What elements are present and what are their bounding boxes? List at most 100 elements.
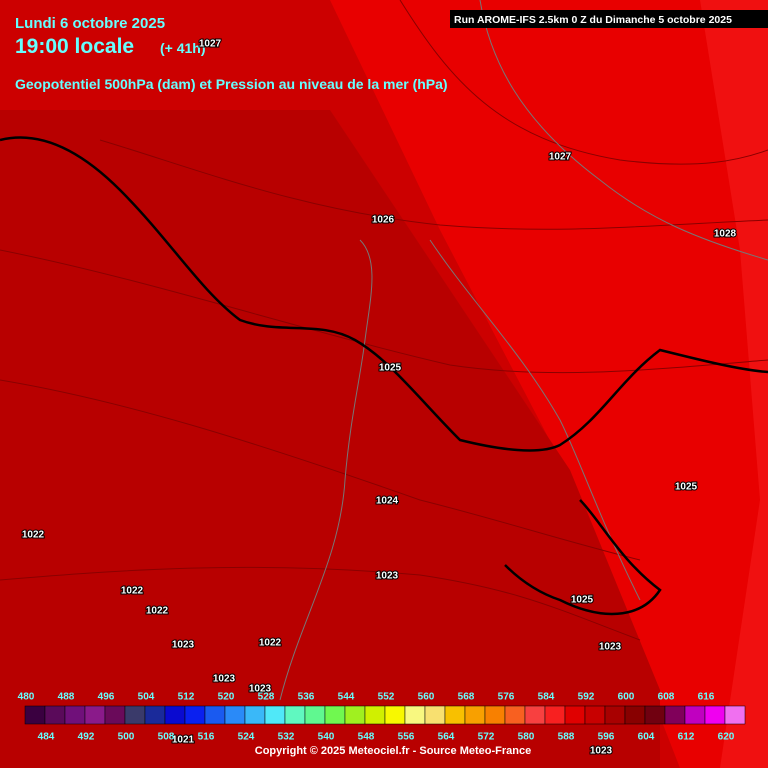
isobar-label: 1023 [249,684,272,695]
isobar-label: 1023 [599,642,622,653]
scale-label: 584 [538,692,555,703]
scale-swatch [444,705,466,725]
scale-swatch [584,705,606,725]
isobar-label: 1022 [121,586,144,597]
scale-swatch [204,705,226,725]
scale-label: 520 [218,692,235,703]
scale-swatch [364,705,386,725]
run-info: Run AROME-IFS 2.5km 0 Z du Dimanche 5 oc… [454,14,732,26]
isobar-label: 1025 [379,363,402,374]
coast [279,239,373,701]
isobar [399,0,768,165]
isobar [0,566,641,641]
scale-swatch [624,705,646,725]
scale-swatch [104,705,126,725]
scale-swatch [604,705,626,725]
band-588 [700,0,768,768]
scale-label: 580 [518,732,535,743]
lead-time: (+ 41h) [160,40,206,56]
scale-label: 532 [278,732,295,743]
geopotential-contour [0,136,768,616]
scale-label: 544 [338,692,355,703]
isobar-label: 1027 [549,152,572,163]
isobar-label: 1028 [714,229,737,240]
isobar-label: 1026 [372,215,395,226]
scale-swatch [664,705,686,725]
scale-swatch [304,705,326,725]
scale-swatch [24,705,46,725]
scale-label: 536 [298,692,315,703]
isobar-labels: 1027 1027 1026 1028 1025 1025 1024 1022 1023 1022… [21,38,738,758]
scale-label: 564 [438,732,455,743]
scale-swatch [684,705,706,725]
scale-label: 616 [698,692,715,703]
scale-label: 508 [158,732,175,743]
scale-label: 488 [58,692,75,703]
scale-swatch [484,705,506,725]
isobars [0,0,768,641]
scale-swatch [244,705,266,725]
scale-swatch [644,705,666,725]
scale-swatch [84,705,106,725]
scale-label: 516 [198,732,215,743]
scale-label: 524 [238,732,255,743]
scale-swatch [384,705,406,725]
isobar-label: 1025 [675,482,698,493]
run-box [450,10,768,28]
scale-swatch [144,705,166,725]
scale-label: 480 [18,692,35,703]
scale-swatch [164,705,186,725]
scale-swatch [224,705,246,725]
scale-label: 540 [318,732,335,743]
scale-label: 484 [38,732,55,743]
isobar [0,379,641,561]
isobar-label: 1021 [172,735,195,746]
scale-label: 620 [718,732,735,743]
isobar-label: 1023 [376,571,399,582]
scale-label: 492 [78,732,95,743]
scale-label: 528 [258,692,275,703]
subtitle: Geopotentiel 500hPa (dam) et Pression au… [15,76,448,92]
scale-swatch [44,705,66,725]
scale-swatch [344,705,366,725]
scale-label: 572 [478,732,495,743]
scale-label: 604 [638,732,655,743]
scale-swatch [404,705,426,725]
color-scale: 480 484 488 492 496 500 504 508 512 516 520 524 528 5… [18,692,746,743]
isobar-label: 1023 [172,640,195,651]
scale-label: 548 [358,732,375,743]
band-580 [0,110,660,768]
scale-swatch [544,705,566,725]
scale-label: 568 [458,692,475,703]
scale-label: 504 [138,692,155,703]
border [479,0,768,261]
scale-swatch [124,705,146,725]
isobar-label: 1025 [571,595,594,606]
scale-swatch [184,705,206,725]
scale-swatch [704,705,726,725]
isobar-label: 1027 [199,39,222,50]
scale-swatch [564,705,586,725]
date: Lundi 6 octobre 2025 [15,15,165,32]
time: 19:00 locale [15,35,134,58]
scale-label: 512 [178,692,195,703]
scale-swatch [724,705,746,725]
scale-label: 556 [398,732,415,743]
borders [279,0,768,701]
scale-swatch [64,705,86,725]
scale-swatch [504,705,526,725]
scale-label: 608 [658,692,675,703]
scale-label: 612 [678,732,695,743]
scale-swatch [324,705,346,725]
scale-swatch [264,705,286,725]
isobar [0,249,768,374]
scale-label: 588 [558,732,575,743]
isobar [99,139,768,230]
scale-label: 600 [618,692,635,703]
scale-label: 576 [498,692,515,703]
scale-label: 496 [98,692,115,703]
isobar-label: 1024 [376,496,399,507]
border [429,239,641,601]
